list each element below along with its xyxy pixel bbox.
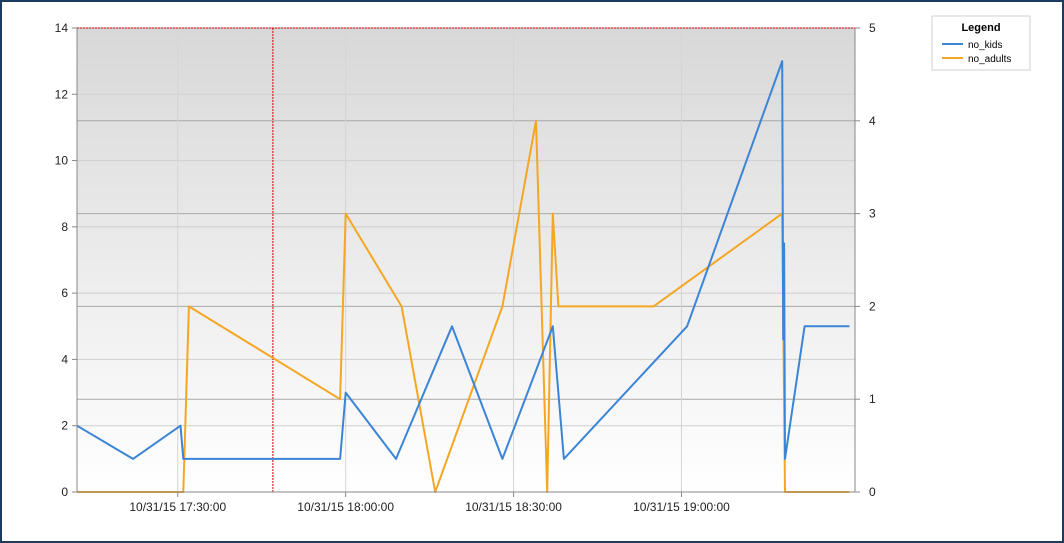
x-tick-label: 10/31/15 18:00:00 [297,500,394,514]
reference-lines [77,27,855,492]
series-line-no-adults [77,119,850,493]
y-tick-label: 4 [61,352,68,366]
legend-label-no-adults: no_adults [968,54,1011,65]
legend-label-no-kids: no_kids [968,40,1002,51]
legend: Legend no_kids no_adults [931,15,1031,71]
y2-tick-label: 0 [869,485,876,499]
y-tick-label: 6 [61,286,68,300]
y-tick-label: 12 [55,87,69,101]
series-layer [76,60,850,493]
axes [76,28,856,493]
y-tick-label: 0 [61,485,68,499]
y2-tick-label: 2 [869,299,876,313]
plot-area [77,28,855,492]
x-tick-label: 10/31/15 19:00:00 [633,500,730,514]
series-line-no-kids [76,60,850,460]
x-tick-label: 10/31/15 17:30:00 [129,500,226,514]
y-tick-label: 10 [55,154,69,168]
y2-tick-label: 5 [869,21,876,35]
legend-title: Legend [961,22,1000,34]
y2-tick-label: 1 [869,392,876,406]
y2-tick-label: 4 [869,114,876,128]
y2-tick-label: 3 [869,207,876,221]
y-tick-label: 2 [61,419,68,433]
x-tick-label: 10/31/15 18:30:00 [465,500,562,514]
y-tick-label: 8 [61,220,68,234]
y-tick-label: 14 [55,21,69,35]
